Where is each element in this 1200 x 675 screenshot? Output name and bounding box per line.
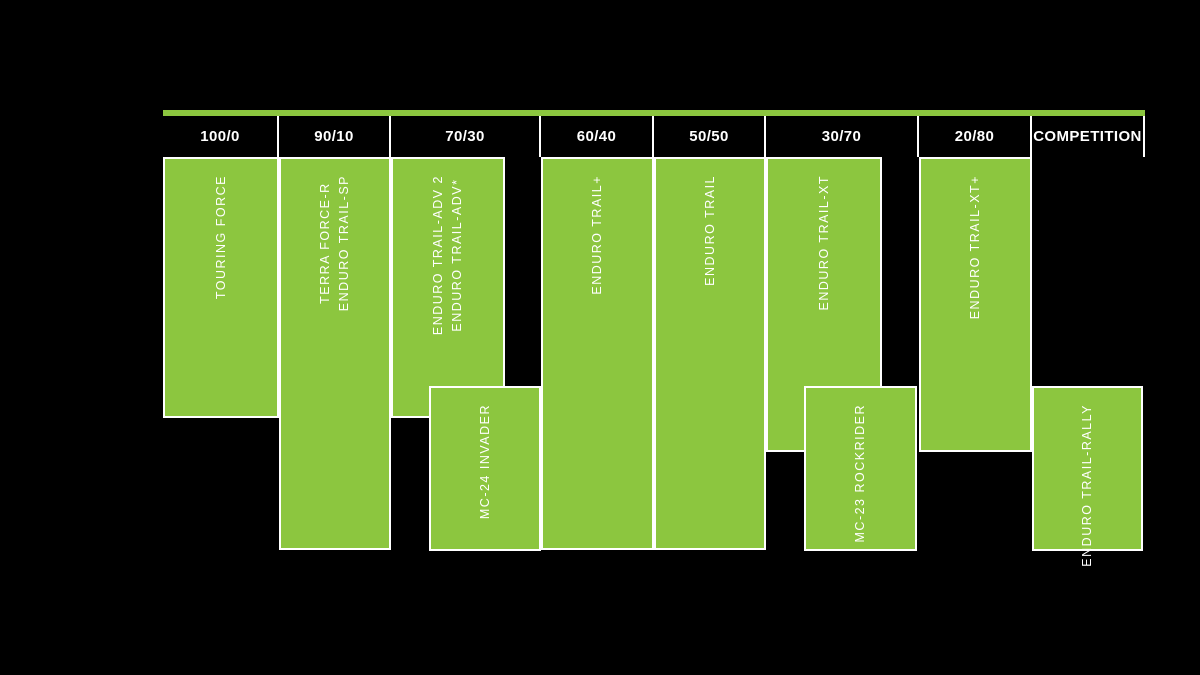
bar-label-line: ENDURO TRAIL-XT (816, 175, 831, 311)
bar-label-line: ENDURO TRAIL-SP (337, 175, 351, 312)
bar-label-enduro-trail-xt-plus: ENDURO TRAIL-XT+ (966, 175, 985, 319)
bar-label-line: ENDURO TRAIL-XT+ (968, 175, 982, 320)
column-header-70-30: 70/30 (391, 116, 541, 157)
bar-enduro-trail-rally: ENDURO TRAIL-RALLY (1032, 386, 1143, 567)
column-header-competition: COMPETITION (1032, 116, 1145, 157)
bar-terra-force-r: TERRA FORCE-R ENDURO TRAIL-SP (279, 157, 391, 550)
bar-label-line: MC-24 INVADER (477, 404, 492, 520)
bar-mc-24-invader: MC-24 INVADER (429, 386, 541, 551)
column-header-100-0: 100/0 (163, 116, 279, 157)
bar-label-enduro-trail-rally: ENDURO TRAIL-RALLY (1078, 404, 1097, 567)
column-header-90-10: 90/10 (279, 116, 391, 157)
bar-label-line: ENDURO TRAIL-RALLY (1080, 404, 1094, 567)
top-accent-line (163, 110, 1145, 116)
bar-label-enduro-trail: ENDURO TRAIL (701, 175, 720, 286)
bar-label-terra-force-r: TERRA FORCE-R ENDURO TRAIL-SP (316, 175, 354, 311)
bar-enduro-trail-xt-plus: ENDURO TRAIL-XT+ (919, 157, 1032, 452)
bar-label-line: ENDURO TRAIL (702, 175, 717, 286)
bar-label-mc-24-invader: MC-24 INVADER (476, 404, 495, 519)
bar-enduro-trail-adv: ENDURO TRAIL-ADV 2 ENDURO TRAIL-ADV* (391, 157, 505, 418)
bar-label-line: ENDURO TRAIL-ADV 2 (431, 175, 445, 336)
bar-label-line: MC-23 ROCKRIDER (853, 404, 867, 543)
bar-label-touring-force: TOURING FORCE (212, 175, 231, 299)
bar-enduro-trail-plus: ENDURO TRAIL+ (541, 157, 654, 550)
bar-label-enduro-trail-plus: ENDURO TRAIL+ (588, 175, 607, 295)
bar-mc-23-rockrider: MC-23 ROCKRIDER (804, 386, 917, 551)
bar-enduro-trail: ENDURO TRAIL (654, 157, 766, 550)
column-header-20-80: 20/80 (919, 116, 1032, 157)
bar-touring-force: TOURING FORCE (163, 157, 279, 418)
column-header-50-50: 50/50 (654, 116, 766, 157)
bar-label-enduro-trail-xt: ENDURO TRAIL-XT (815, 175, 834, 310)
bar-label-line: TOURING FORCE (213, 175, 228, 300)
column-header-30-70: 30/70 (766, 116, 919, 157)
column-header-60-40: 60/40 (541, 116, 654, 157)
bar-label-line: TERRA FORCE-R (318, 182, 332, 304)
bar-label-line: ENDURO TRAIL-ADV* (450, 178, 464, 332)
bar-label-mc-23-rockrider: MC-23 ROCKRIDER (851, 404, 870, 543)
bar-label-enduro-trail-adv: ENDURO TRAIL-ADV 2 ENDURO TRAIL-ADV* (429, 175, 467, 335)
bar-label-line: ENDURO TRAIL+ (590, 175, 604, 295)
